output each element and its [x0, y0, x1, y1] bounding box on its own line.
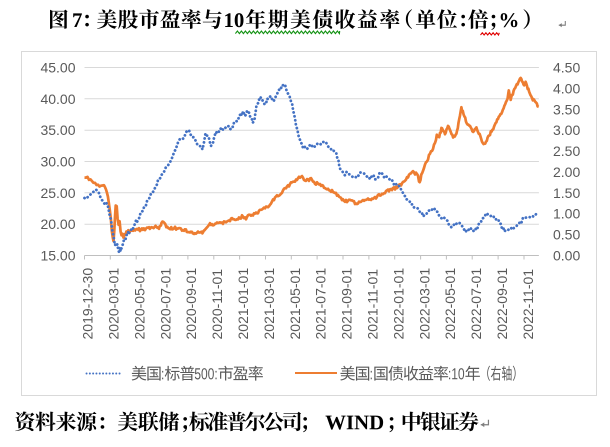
svg-text:3.50: 3.50 — [553, 101, 580, 117]
svg-text:2022-01-01: 2022-01-01 — [390, 268, 406, 340]
svg-text:2021-01-01: 2021-01-01 — [235, 268, 251, 340]
svg-text:2021-03-01: 2021-03-01 — [261, 268, 277, 340]
svg-text:2020-09-01: 2020-09-01 — [183, 268, 199, 340]
svg-text:2019-12-30: 2019-12-30 — [80, 268, 96, 340]
svg-text:40.00: 40.00 — [40, 91, 75, 107]
svg-text:20.00: 20.00 — [40, 216, 75, 232]
svg-text:30.00: 30.00 — [40, 154, 75, 170]
svg-text:25.00: 25.00 — [40, 185, 75, 201]
svg-text:15.00: 15.00 — [40, 248, 75, 264]
svg-text:1.50: 1.50 — [553, 185, 580, 201]
svg-text:2021-05-01: 2021-05-01 — [287, 268, 303, 340]
svg-text:4.50: 4.50 — [553, 60, 580, 76]
svg-text:2020-07-01: 2020-07-01 — [157, 268, 173, 340]
svg-text:2.00: 2.00 — [553, 164, 580, 180]
svg-text:2020-03-01: 2020-03-01 — [106, 268, 122, 340]
svg-text:35.00: 35.00 — [40, 122, 75, 138]
svg-text:2021-07-01: 2021-07-01 — [313, 268, 329, 340]
svg-text:2021-11-01: 2021-11-01 — [365, 269, 381, 340]
svg-text:2021-09-01: 2021-09-01 — [339, 268, 355, 340]
svg-text:1.00: 1.00 — [553, 206, 580, 222]
svg-text:3.00: 3.00 — [553, 122, 580, 138]
svg-text:2022-03-01: 2022-03-01 — [416, 268, 432, 340]
svg-text:45.00: 45.00 — [40, 60, 75, 76]
svg-text:0.00: 0.00 — [553, 248, 580, 264]
svg-text:2022-11-01: 2022-11-01 — [520, 269, 536, 340]
svg-text:0.50: 0.50 — [553, 227, 580, 243]
svg-text:4.00: 4.00 — [553, 80, 580, 96]
svg-text:2022-05-01: 2022-05-01 — [442, 268, 458, 340]
svg-text:2022-09-01: 2022-09-01 — [494, 268, 510, 340]
svg-text:2020-05-01: 2020-05-01 — [131, 268, 147, 340]
svg-text:2022-07-01: 2022-07-01 — [468, 268, 484, 340]
svg-text:2020-11-01: 2020-11-01 — [209, 269, 225, 340]
svg-text:2.50: 2.50 — [553, 143, 580, 159]
